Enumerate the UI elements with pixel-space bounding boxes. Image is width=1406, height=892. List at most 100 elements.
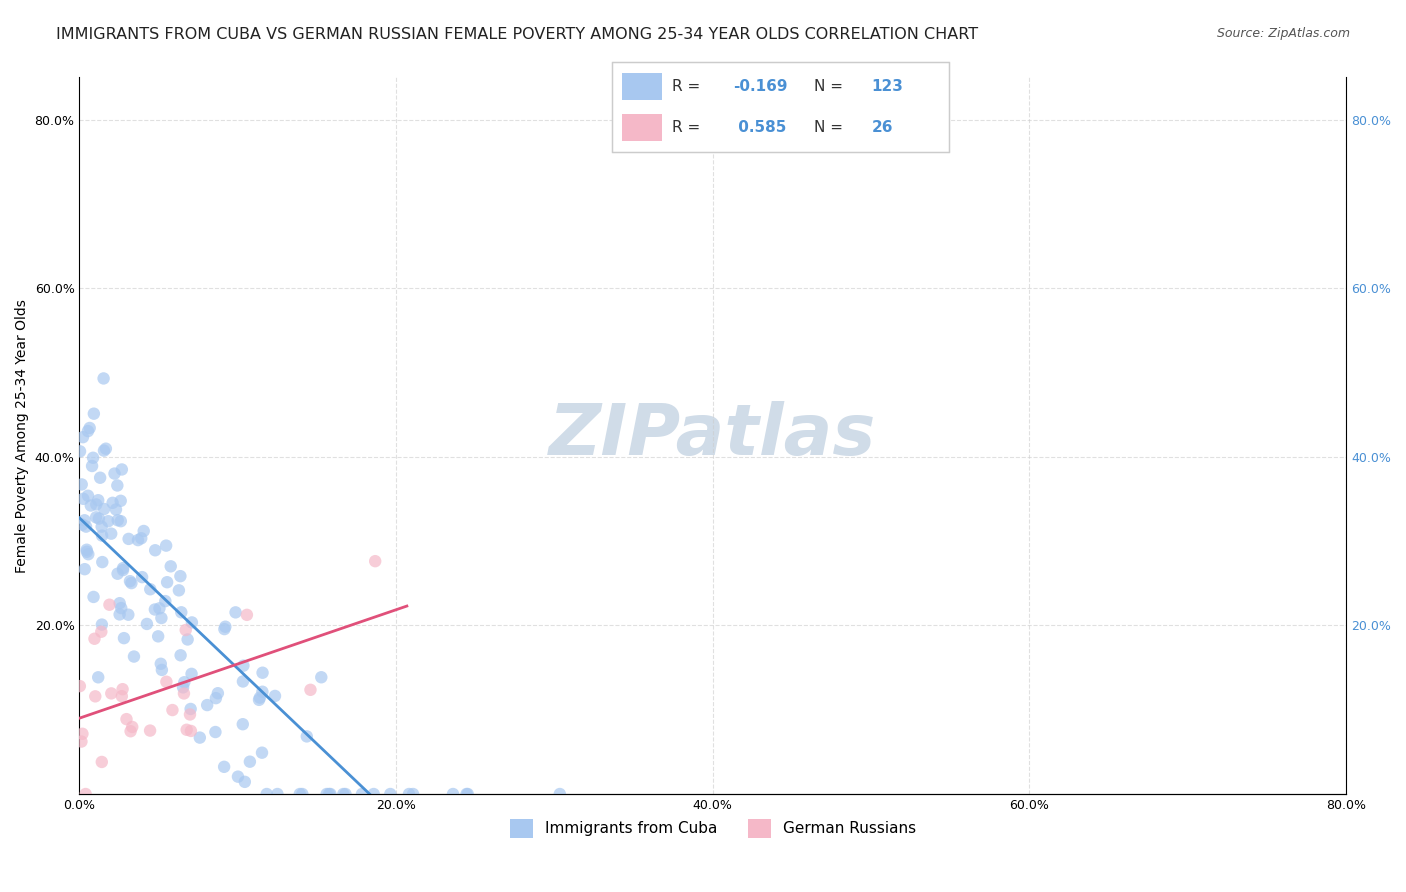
Point: [107, 566, 129, 581]
Point: [135, 616, 157, 631]
Point: [72, 491, 94, 506]
Point: [169, 648, 191, 663]
Point: [204, 725, 226, 739]
Point: [155, 674, 177, 689]
Point: [84, 498, 107, 512]
Point: [105, 478, 128, 492]
Point: [150, 663, 173, 677]
Point: [250, 746, 273, 760]
Point: [232, 658, 254, 673]
Point: [120, 724, 142, 739]
Point: [93, 502, 115, 516]
Point: [318, 787, 340, 801]
Point: [266, 787, 288, 801]
Point: [176, 723, 198, 737]
Point: [120, 576, 142, 591]
Point: [94, 442, 117, 456]
Point: [111, 462, 134, 476]
Point: [72, 430, 94, 444]
Point: [89, 471, 111, 485]
Point: [100, 526, 122, 541]
Point: [335, 787, 357, 801]
Point: [107, 513, 129, 527]
Point: [176, 632, 198, 647]
Point: [87, 670, 110, 684]
Point: [188, 731, 211, 745]
Point: [180, 723, 202, 738]
Point: [226, 770, 249, 784]
Point: [77, 547, 100, 561]
Point: [315, 787, 337, 801]
Point: [75, 787, 97, 801]
Text: 26: 26: [872, 120, 893, 135]
Point: [291, 787, 314, 801]
Point: [97, 514, 120, 528]
Point: [122, 649, 145, 664]
Point: [121, 720, 143, 734]
Point: [155, 539, 177, 553]
Point: [156, 575, 179, 590]
Point: [236, 607, 259, 622]
Point: [98, 598, 121, 612]
Point: [402, 787, 425, 801]
Point: [110, 493, 132, 508]
Point: [76, 542, 98, 557]
Point: [73, 513, 96, 527]
Point: [249, 690, 271, 705]
Point: [232, 717, 254, 731]
Text: R =: R =: [672, 79, 706, 94]
Point: [195, 698, 218, 712]
Point: [139, 582, 162, 597]
Point: [398, 787, 420, 801]
Point: [363, 787, 385, 801]
Point: [90, 519, 112, 533]
Point: [247, 693, 270, 707]
Point: [239, 755, 262, 769]
Point: [132, 524, 155, 538]
Point: [131, 570, 153, 584]
Point: [91, 555, 114, 569]
Y-axis label: Female Poverty Among 25-34 Year Olds: Female Poverty Among 25-34 Year Olds: [15, 299, 30, 573]
Point: [180, 615, 202, 630]
Point: [103, 467, 125, 481]
Point: [205, 691, 228, 706]
Point: [72, 517, 94, 532]
Point: [129, 531, 152, 545]
Point: [173, 686, 195, 700]
Text: N =: N =: [814, 79, 848, 94]
FancyBboxPatch shape: [621, 73, 662, 100]
Point: [139, 723, 162, 738]
Point: [82, 450, 104, 465]
Point: [159, 559, 181, 574]
Point: [150, 611, 173, 625]
Point: [115, 712, 138, 726]
Point: [84, 690, 107, 704]
Point: [364, 554, 387, 568]
Point: [112, 631, 135, 645]
Point: [264, 689, 287, 703]
Point: [311, 670, 333, 684]
Point: [118, 574, 141, 589]
Point: [83, 590, 105, 604]
Point: [148, 601, 170, 615]
Point: [162, 703, 184, 717]
Text: Source: ZipAtlas.com: Source: ZipAtlas.com: [1216, 27, 1350, 40]
Point: [104, 502, 127, 516]
Point: [101, 496, 124, 510]
Point: [441, 787, 464, 801]
Point: [90, 624, 112, 639]
Legend: Immigrants from Cuba, German Russians: Immigrants from Cuba, German Russians: [503, 813, 922, 844]
Point: [70, 734, 93, 748]
Point: [350, 787, 373, 801]
Point: [91, 528, 114, 542]
Point: [111, 689, 134, 703]
Point: [111, 682, 134, 697]
Point: [172, 681, 194, 695]
Point: [93, 371, 115, 385]
Point: [76, 545, 98, 559]
Point: [212, 760, 235, 774]
Point: [180, 702, 202, 716]
Point: [207, 686, 229, 700]
Point: [84, 510, 107, 524]
Point: [90, 755, 112, 769]
